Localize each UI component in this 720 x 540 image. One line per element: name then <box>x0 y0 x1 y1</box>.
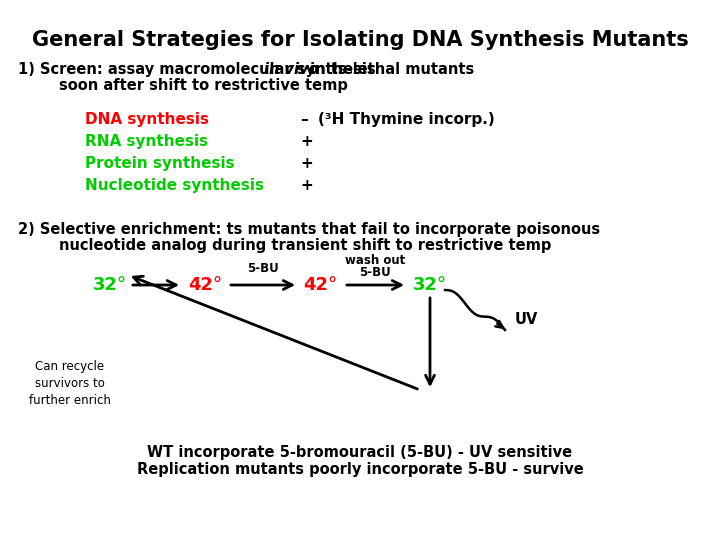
Text: Can recycle
survivors to
further enrich: Can recycle survivors to further enrich <box>29 360 111 407</box>
Text: soon after shift to restrictive temp: soon after shift to restrictive temp <box>18 78 348 93</box>
Text: 2) Selective enrichment: ts mutants that fail to incorporate poisonous: 2) Selective enrichment: ts mutants that… <box>18 222 600 237</box>
Text: General Strategies for Isolating DNA Synthesis Mutants: General Strategies for Isolating DNA Syn… <box>32 30 688 50</box>
Text: –: – <box>300 112 307 127</box>
Text: +: + <box>300 156 312 171</box>
Text: in ts-lethal mutants: in ts-lethal mutants <box>305 62 474 77</box>
Text: nucleotide analog during transient shift to restrictive temp: nucleotide analog during transient shift… <box>18 238 552 253</box>
Text: 42°: 42° <box>188 276 222 294</box>
Text: +: + <box>300 134 312 149</box>
Text: 1) Screen: assay macromolecular synthesis: 1) Screen: assay macromolecular synthesi… <box>18 62 381 77</box>
Text: DNA synthesis: DNA synthesis <box>85 112 209 127</box>
Text: 42°: 42° <box>303 276 337 294</box>
Text: in vivo: in vivo <box>264 62 318 77</box>
Text: 5-BU: 5-BU <box>359 267 391 280</box>
Text: Replication mutants poorly incorporate 5-BU - survive: Replication mutants poorly incorporate 5… <box>137 462 583 477</box>
Text: WT incorporate 5-bromouracil (5-BU) - UV sensitive: WT incorporate 5-bromouracil (5-BU) - UV… <box>148 445 572 460</box>
Text: Protein synthesis: Protein synthesis <box>85 156 235 171</box>
Text: Nucleotide synthesis: Nucleotide synthesis <box>85 178 264 193</box>
Text: 32°: 32° <box>93 276 127 294</box>
Text: 32°: 32° <box>413 276 447 294</box>
Text: 5-BU: 5-BU <box>247 262 279 275</box>
Text: RNA synthesis: RNA synthesis <box>85 134 208 149</box>
Text: UV: UV <box>515 313 539 327</box>
Text: wash out: wash out <box>345 254 405 267</box>
Text: (³H Thymine incorp.): (³H Thymine incorp.) <box>318 112 495 127</box>
Text: +: + <box>300 178 312 193</box>
